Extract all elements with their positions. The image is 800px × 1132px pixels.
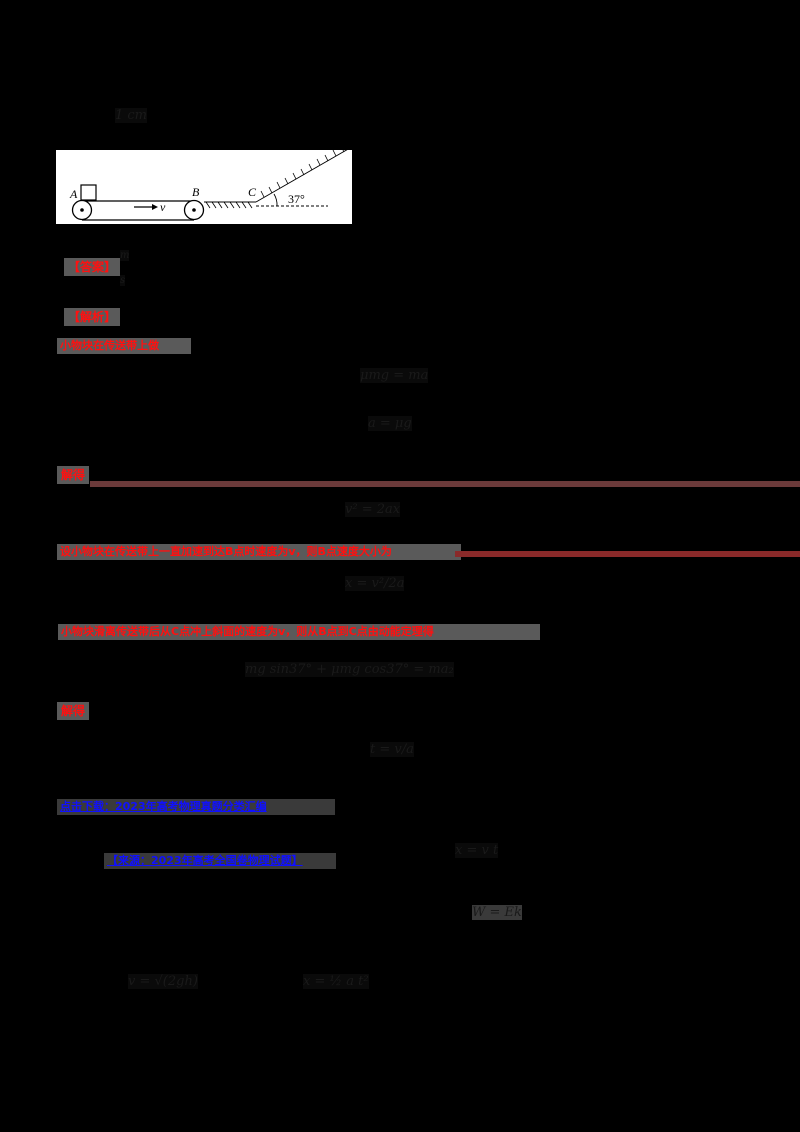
step2-tag: 解得 xyxy=(57,466,90,484)
answer-tag: 【答案】 xyxy=(64,258,121,276)
analysis-tag: 【解析】 xyxy=(64,308,121,326)
answer-numerator: m xyxy=(120,250,130,261)
download-link[interactable]: 点击下载：2023年高考物理真题分类汇编 xyxy=(57,799,335,815)
formula-9: v = √(2gh) xyxy=(128,974,198,989)
formula-7: x = v t xyxy=(455,843,499,858)
formula-5: mg sin37° + μmg cos37° = ma₂ xyxy=(245,662,454,677)
formula-3: v² = 2ax xyxy=(345,502,401,517)
label-angle: 37° xyxy=(288,192,305,206)
label-v: v xyxy=(160,200,166,214)
label-b: B xyxy=(192,185,200,199)
label-a: A xyxy=(69,187,78,201)
formula-8: W = Ek xyxy=(472,905,522,920)
conveyor-incline-figure: A B C v 37° xyxy=(56,144,352,221)
physics-diagram: A B C v 37° xyxy=(56,144,352,224)
formula-6: t = v/a xyxy=(370,742,414,757)
answer-denominator: s xyxy=(120,275,126,286)
step5-tag: 解得 xyxy=(57,702,90,720)
formula-10: x = ½ a t² xyxy=(303,974,369,989)
formula-2: a = μg xyxy=(368,416,412,431)
formula-4: x = v²/2a xyxy=(345,576,405,591)
divider-rule-2 xyxy=(455,551,800,557)
source-link[interactable]: 【来源：2023年高考全国卷物理试题】 xyxy=(104,853,336,869)
scale-label: 1 cm xyxy=(115,108,148,123)
step1-text: 小物块在传送带上做 xyxy=(57,338,191,354)
label-c: C xyxy=(248,185,257,199)
divider-rule xyxy=(90,481,800,487)
step3-text: 设小物块在传送带上一直加速到达B点时速度为v，则B点速度大小为 xyxy=(57,544,461,560)
step4-text: 小物块滑离传送带后从C点冲上斜面的速度为v，则从B点到C点由动能定理得 xyxy=(58,624,540,640)
formula-1: μmg = ma xyxy=(360,368,429,383)
